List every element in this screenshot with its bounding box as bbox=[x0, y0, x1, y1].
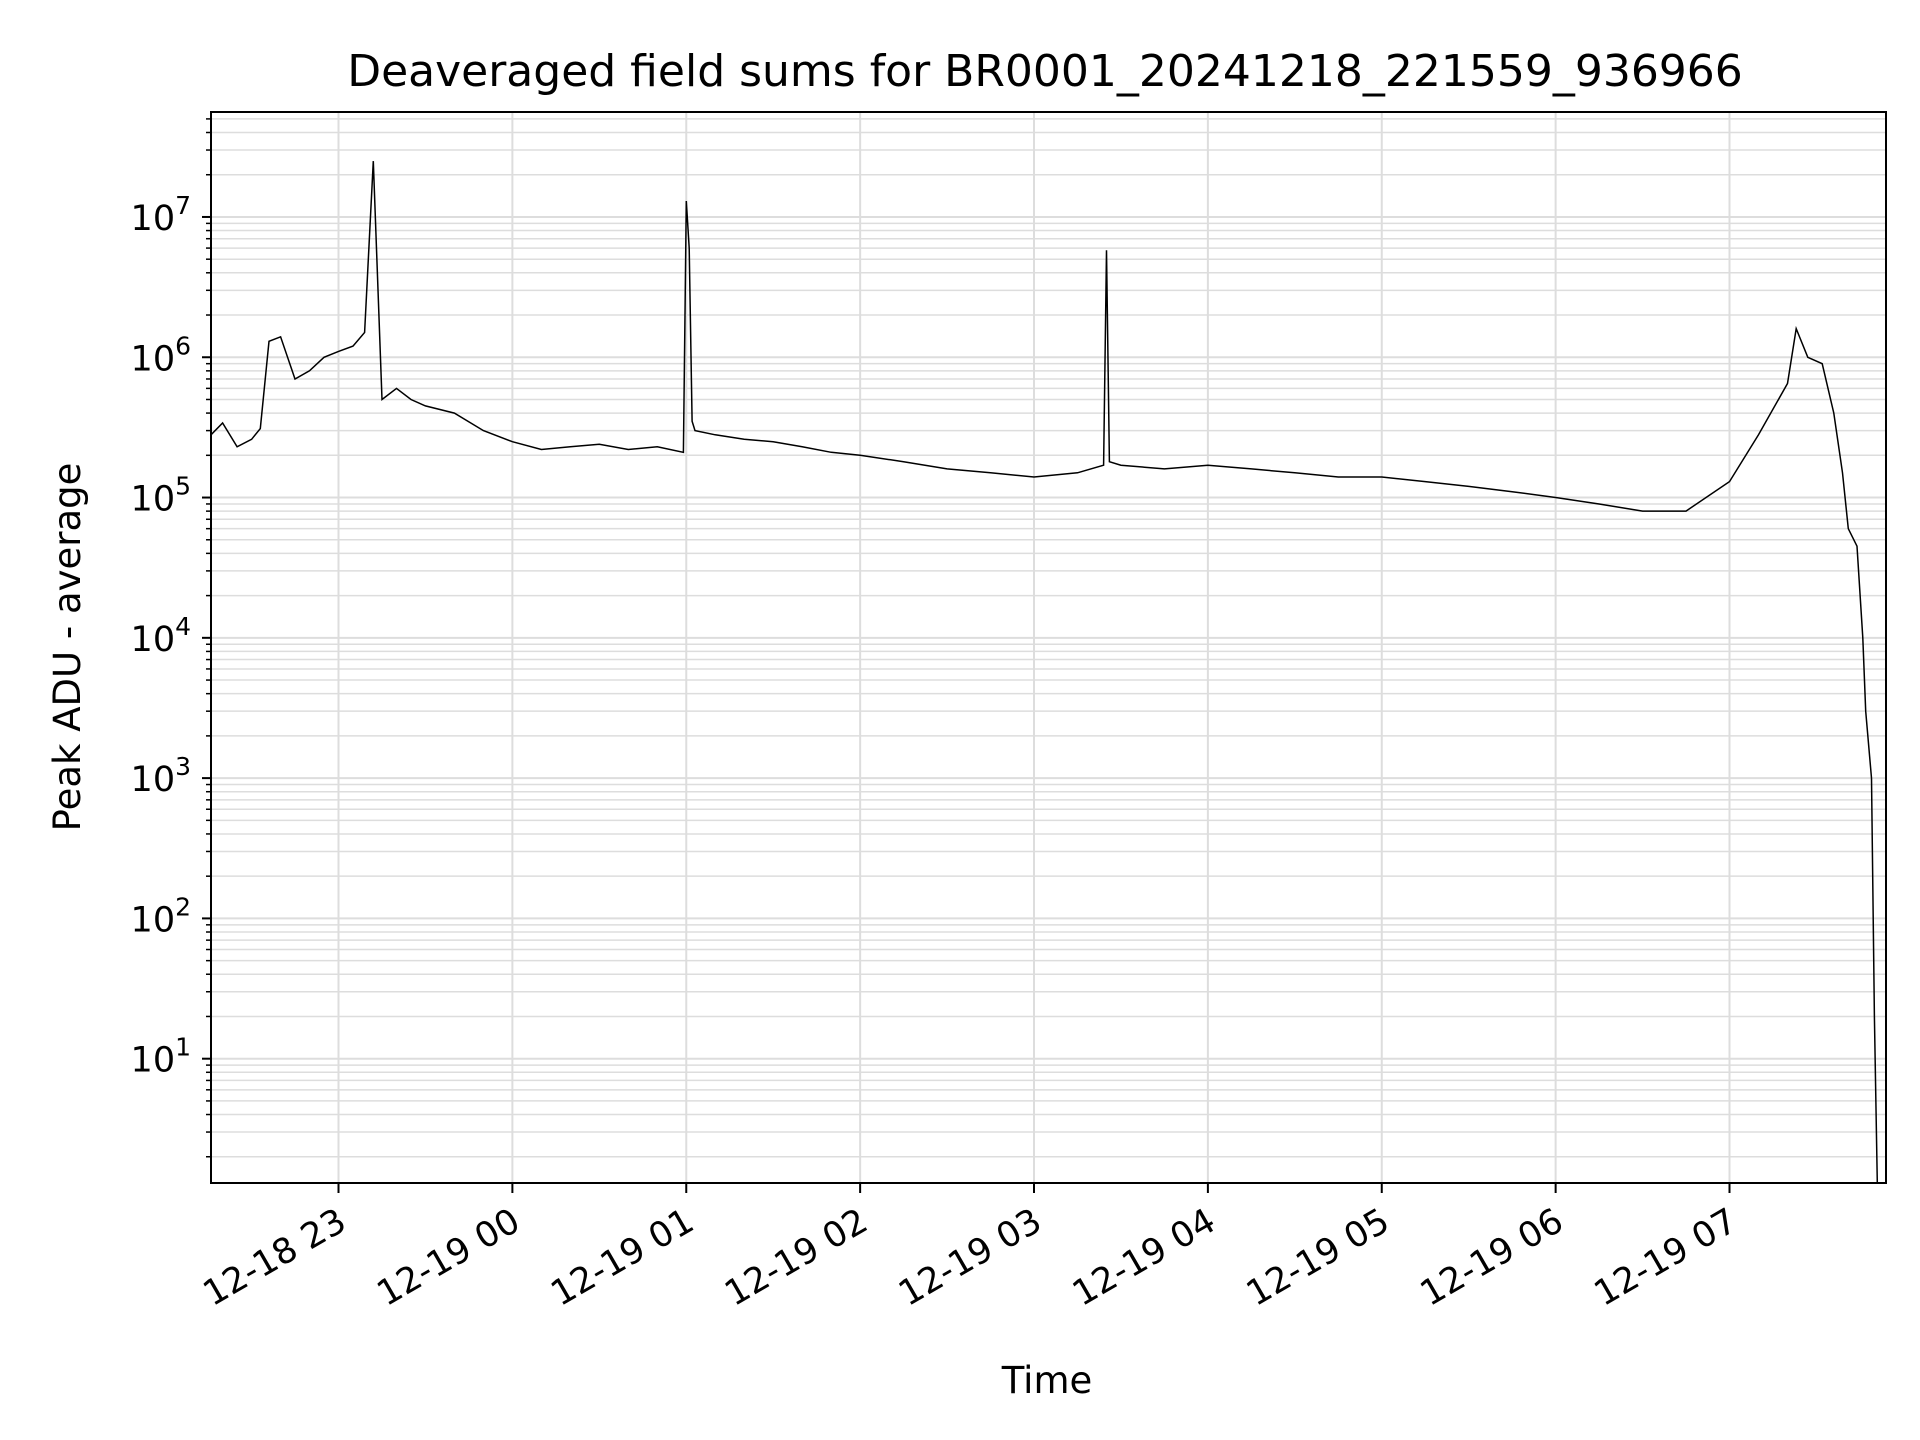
y-tick-label: 101 bbox=[131, 1033, 191, 1081]
y-tick-label: 103 bbox=[131, 752, 191, 800]
y-axis-ticks: 101 102 103 104 105 106 107 bbox=[131, 118, 211, 1158]
chart-title: Deaveraged field sums for BR0001_2024121… bbox=[347, 46, 1743, 97]
minor-gridlines bbox=[211, 118, 1886, 1158]
y-tick-label: 106 bbox=[131, 331, 191, 379]
major-gridlines bbox=[211, 112, 1886, 1183]
plot-frame bbox=[210, 111, 1887, 1184]
y-tick-label: 104 bbox=[131, 612, 191, 660]
y-axis-label: Peak ADU - average bbox=[46, 463, 89, 832]
data-series-line bbox=[210, 161, 1879, 1184]
y-tick-label: 107 bbox=[131, 191, 191, 239]
y-tick-label: 102 bbox=[131, 892, 191, 940]
y-tick-label: 105 bbox=[131, 472, 191, 520]
x-axis-label: Time bbox=[1001, 1359, 1093, 1402]
